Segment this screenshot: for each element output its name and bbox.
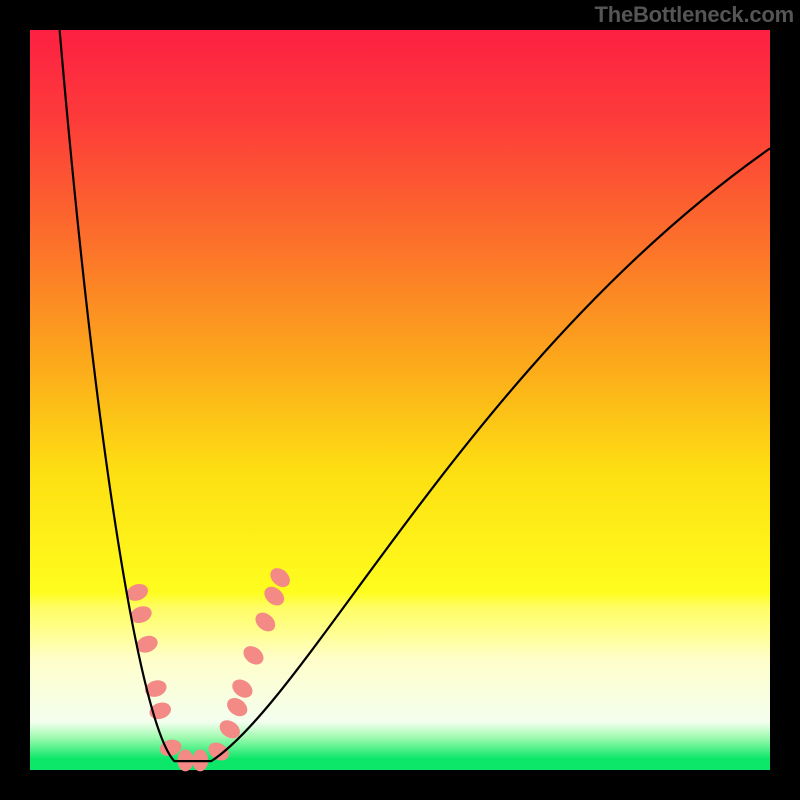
watermark-text: TheBottleneck.com (594, 2, 794, 28)
chart-container: { "watermark": { "text": "TheBottleneck.… (0, 0, 800, 800)
plot-background (30, 30, 770, 770)
bottleneck-chart (0, 0, 800, 800)
